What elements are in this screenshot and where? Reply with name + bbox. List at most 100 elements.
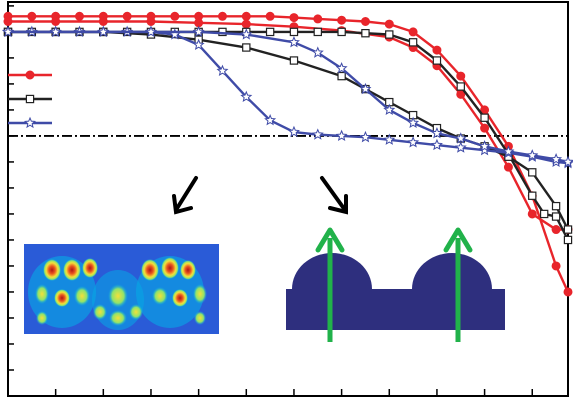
data-point [408,38,418,47]
legend-entry [8,70,52,80]
data-point [383,133,396,145]
data-point [456,71,466,81]
data-point [313,14,323,24]
data-point [526,149,539,161]
data-point [192,25,205,38]
data-point [502,145,515,157]
data-point [289,56,299,65]
data-point [384,19,394,29]
data-point [265,27,275,37]
data-point [287,36,300,48]
data-point [217,11,227,21]
data-point [25,70,35,80]
data-point [478,143,491,156]
data-point [146,17,156,27]
legend-entry [8,94,52,104]
data-point [563,287,573,297]
data-point [122,11,132,21]
legend-entry [8,116,52,129]
data-point [359,82,372,95]
data-point [528,168,537,177]
data-point [503,162,513,172]
data-point [337,71,346,81]
data-point [25,94,35,104]
pointer-arrow-right [320,176,348,215]
cross-section-arrow-right [443,227,473,342]
cross-section-arrow-left [315,227,345,342]
data-point [311,128,324,140]
data-point [454,132,467,144]
data-point [407,136,420,148]
data-point [170,11,180,21]
data-point [240,90,253,103]
data-point [1,25,15,38]
data-point [335,62,348,74]
data-point [216,64,229,77]
data-point [551,212,561,221]
data-point [562,155,573,168]
data-point [242,43,251,52]
data-point [528,191,537,200]
field-map-inset [24,244,219,334]
series-2 [3,17,573,235]
cross-section-inset [286,227,505,342]
data-point [456,82,465,91]
data-point [287,125,300,138]
data-point [51,17,61,27]
axes [7,1,569,397]
data-point [335,129,348,142]
data-point [264,114,277,126]
data-point [289,27,299,37]
data-point [454,141,467,153]
field-map-hotspots [35,257,207,326]
data-point [480,123,490,133]
data-point [563,235,573,245]
series-group [1,11,573,297]
data-point [383,103,396,116]
data-point [408,27,418,37]
data-point [241,19,251,29]
data-point [359,130,372,143]
data-point [27,11,37,21]
plot-frame [7,1,569,397]
data-point [337,27,346,37]
data-point [550,153,563,165]
data-point [407,116,420,129]
data-point [265,11,275,21]
data-point [385,30,394,39]
data-point [311,46,324,58]
data-point [241,11,251,21]
data-point [432,56,442,65]
data-point [24,116,36,129]
data-point [361,29,370,38]
cross-section-shape [286,253,505,330]
data-point [289,13,299,23]
data-point [313,27,322,37]
data-point [551,201,561,211]
data-point [74,11,84,21]
data-point [539,209,549,219]
data-point [527,209,537,219]
series-6 [1,25,573,168]
legend [8,70,52,129]
data-point [430,127,443,139]
data-point [3,17,13,27]
data-point [49,25,62,38]
data-point [337,15,347,25]
data-point [551,261,561,271]
data-point [478,140,491,152]
data-point [194,18,204,28]
pointer-arrow-left [172,176,198,215]
data-point [551,225,561,235]
data-point [98,17,108,27]
data-point [192,38,205,51]
data-point [563,225,573,234]
data-point [144,25,157,38]
data-point [430,138,443,151]
data-point [97,25,110,38]
data-point [480,113,489,122]
data-point [432,45,442,55]
data-point [360,17,370,27]
data-point [240,28,253,40]
